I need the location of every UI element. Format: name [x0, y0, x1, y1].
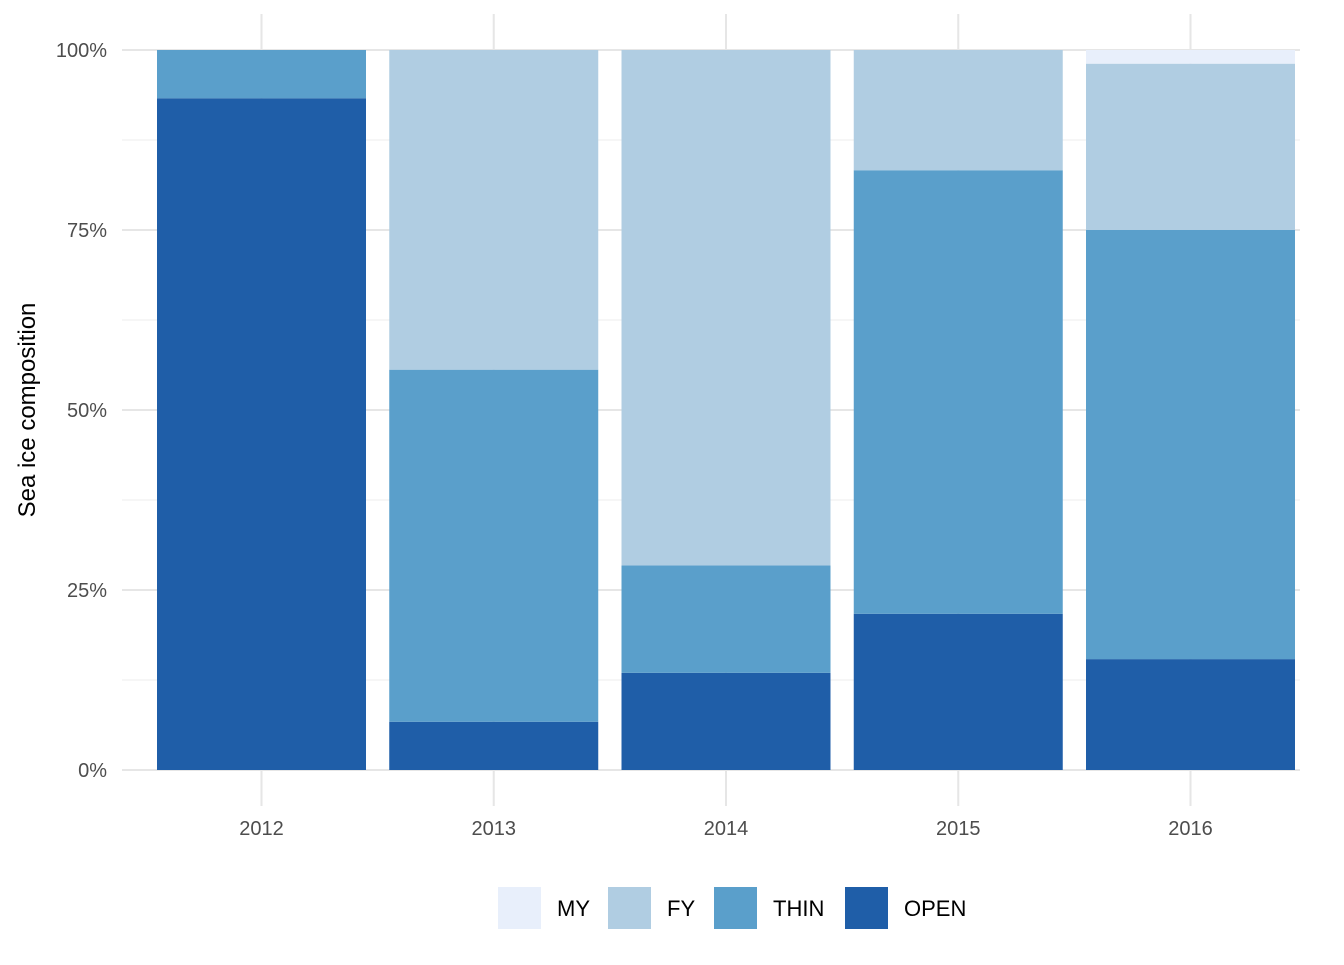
- x-tick-label: 2012: [239, 818, 284, 840]
- y-tick-label: 0%: [78, 760, 107, 782]
- legend-swatch: [608, 887, 651, 929]
- y-axis-ticks: 0% 25% 50% 75% 100%: [56, 40, 107, 782]
- x-tick-label: 2014: [704, 818, 749, 840]
- bar-segment-open-2016: [1086, 659, 1295, 770]
- bar-segment-thin-2016: [1086, 230, 1295, 660]
- legend-item-fy: FY: [608, 887, 695, 929]
- legend-label: THIN: [773, 896, 824, 921]
- x-axis-ticks: 2012 2013 2014 2015 2016: [239, 818, 1213, 840]
- legend-label: OPEN: [904, 896, 966, 921]
- bar-segment-open-2015: [853, 613, 1063, 770]
- bar-segment-fy-2015: [853, 50, 1063, 171]
- y-tick-label: 50%: [67, 400, 107, 422]
- x-tick-label: 2015: [936, 818, 981, 840]
- legend-item-my: MY: [498, 887, 590, 929]
- legend-item-open: OPEN: [845, 887, 966, 929]
- y-tick-label: 75%: [67, 220, 107, 242]
- y-tick-label: 100%: [56, 40, 107, 62]
- bar-segment-my-2016: [1086, 50, 1295, 64]
- bar-segment-open-2014: [621, 672, 831, 770]
- bar-segment-thin-2012: [157, 50, 366, 99]
- legend-swatch: [845, 887, 888, 929]
- bar-segment-thin-2014: [621, 565, 831, 673]
- bar-segment-fy-2014: [621, 50, 831, 566]
- bar-segment-thin-2015: [853, 170, 1063, 614]
- bar-segment-fy-2013: [389, 50, 599, 370]
- legend-swatch: [498, 887, 541, 929]
- bars: [157, 50, 1295, 771]
- y-axis-title: Sea ice composition: [14, 303, 41, 518]
- legend-item-thin: THIN: [714, 887, 824, 929]
- legend: MY FY THIN OPEN: [498, 887, 966, 929]
- bar-segment-open-2013: [389, 721, 599, 770]
- bar-segment-open-2012: [157, 98, 366, 771]
- legend-label: MY: [557, 896, 590, 921]
- bar-segment-fy-2016: [1086, 63, 1295, 231]
- legend-label: FY: [667, 896, 695, 921]
- x-tick-label: 2016: [1168, 818, 1213, 840]
- y-tick-label: 25%: [67, 580, 107, 602]
- bar-segment-thin-2013: [389, 369, 599, 722]
- x-tick-label: 2013: [472, 818, 517, 840]
- legend-swatch: [714, 887, 757, 929]
